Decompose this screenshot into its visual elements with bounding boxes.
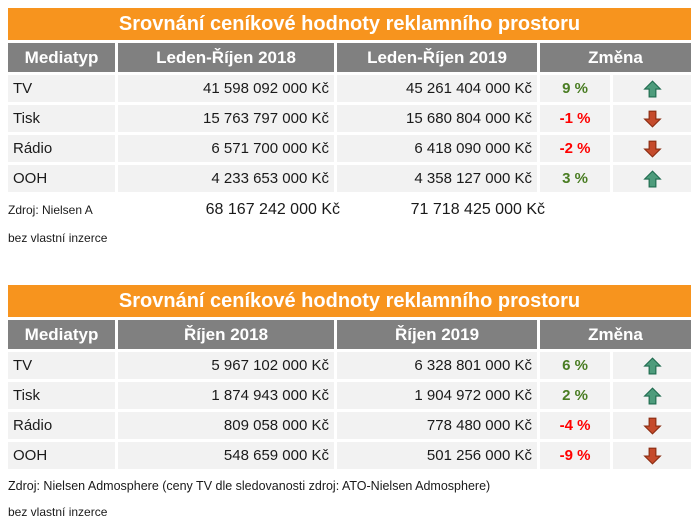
change-percent-cell: -9 %	[540, 442, 610, 469]
table-title: Srovnání ceníkové hodnoty reklamního pro…	[8, 285, 691, 317]
value-2018-cell: 548 659 000 Kč	[118, 442, 334, 469]
value-2019-cell: 778 480 000 Kč	[337, 412, 537, 439]
change-percent-cell: -2 %	[540, 135, 610, 162]
footnote: bez vlastní inzerce	[8, 231, 108, 245]
mediatype-cell: Rádio	[8, 412, 115, 439]
arrow-down-icon	[642, 140, 662, 158]
arrow-up-icon	[642, 79, 662, 97]
table-grid: Mediatyp Leden-Říjen 2018 Leden-Říjen 20…	[8, 43, 691, 192]
mediatype-cell: Rádio	[8, 135, 115, 162]
value-2018-cell: 41 598 092 000 Kč	[118, 75, 334, 102]
column-header-period-2019: Říjen 2019	[337, 320, 537, 349]
value-2018-cell: 6 571 700 000 Kč	[118, 135, 334, 162]
column-header-mediatype: Mediatyp	[8, 43, 115, 72]
value-2018-cell: 15 763 797 000 Kč	[118, 105, 334, 132]
column-header-change: Změna	[540, 43, 691, 72]
change-percent-cell: 3 %	[540, 165, 610, 192]
mediatype-cell: OOH	[8, 442, 115, 469]
arrow-up-icon	[642, 169, 662, 187]
change-percent-cell: 6 %	[540, 352, 610, 379]
value-2019-cell: 501 256 000 Kč	[337, 442, 537, 469]
value-2019-cell: 6 328 801 000 Kč	[337, 352, 537, 379]
mediatype-cell: TV	[8, 352, 115, 379]
value-2018-cell: 1 874 943 000 Kč	[118, 382, 334, 409]
trend-arrow-icon	[613, 412, 691, 439]
value-2019-cell: 45 261 404 000 Kč	[337, 75, 537, 102]
table-title: Srovnání ceníkové hodnoty reklamního pro…	[8, 8, 691, 40]
column-header-period-2018: Leden-Říjen 2018	[118, 43, 334, 72]
value-2019-cell: 15 680 804 000 Kč	[337, 105, 537, 132]
mediatype-cell: Tisk	[8, 382, 115, 409]
trend-arrow-icon	[613, 352, 691, 379]
table-grid: Mediatyp Říjen 2018 Říjen 2019 Změna TV …	[8, 320, 691, 469]
column-header-period-2018: Říjen 2018	[118, 320, 334, 349]
table-october-comparison: Srovnání ceníkové hodnoty reklamního pro…	[8, 285, 691, 519]
arrow-up-icon	[642, 386, 662, 404]
column-header-mediatype: Mediatyp	[8, 320, 115, 349]
source-label-clipped: Zdroj: Nielsen A	[8, 203, 93, 217]
value-2019-cell: 1 904 972 000 Kč	[337, 382, 537, 409]
arrow-down-icon	[642, 447, 662, 465]
column-header-change: Změna	[540, 320, 691, 349]
trend-arrow-icon	[613, 105, 691, 132]
arrow-down-icon	[642, 110, 662, 128]
total-2019: 71 718 425 000 Kč	[410, 201, 545, 218]
trend-arrow-icon	[613, 135, 691, 162]
mediatype-cell: OOH	[8, 165, 115, 192]
column-header-period-2019: Leden-Říjen 2019	[337, 43, 537, 72]
trend-arrow-icon	[613, 442, 691, 469]
change-percent-cell: 2 %	[540, 382, 610, 409]
value-2018-cell: 809 058 000 Kč	[118, 412, 334, 439]
change-percent-cell: -4 %	[540, 412, 610, 439]
value-2019-cell: 6 418 090 000 Kč	[337, 135, 537, 162]
change-percent-cell: -1 %	[540, 105, 610, 132]
change-percent-cell: 9 %	[540, 75, 610, 102]
arrow-down-icon	[642, 417, 662, 435]
trend-arrow-icon	[613, 75, 691, 102]
value-2018-cell: 4 233 653 000 Kč	[118, 165, 334, 192]
source-note: Zdroj: Nielsen Admosphere (ceny TV dle s…	[8, 479, 491, 493]
total-2018: 68 167 242 000 Kč	[205, 201, 340, 218]
trend-arrow-icon	[613, 165, 691, 192]
table-ytd-comparison: Srovnání ceníkové hodnoty reklamního pro…	[8, 8, 691, 245]
mediatype-cell: Tisk	[8, 105, 115, 132]
trend-arrow-icon	[613, 382, 691, 409]
total-row: Zdroj: Nielsen A 68 167 242 000 Kč 71 71…	[8, 195, 691, 225]
arrow-up-icon	[642, 356, 662, 374]
footnote: bez vlastní inzerce	[8, 505, 108, 519]
value-2019-cell: 4 358 127 000 Kč	[337, 165, 537, 192]
value-2018-cell: 5 967 102 000 Kč	[118, 352, 334, 379]
mediatype-cell: TV	[8, 75, 115, 102]
